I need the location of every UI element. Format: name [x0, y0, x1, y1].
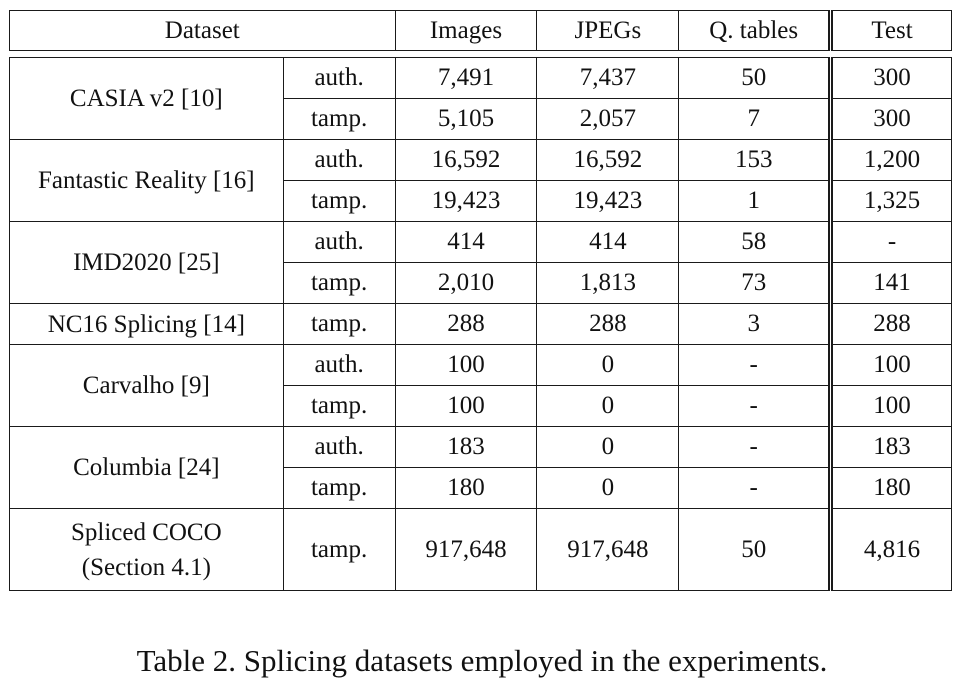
table-row: Fantastic Reality [16] auth. 16,592 16,5…: [9, 139, 952, 222]
jpegs-count: 917,648: [536, 508, 680, 591]
test-count: 300: [830, 57, 952, 99]
qtables-count: 3: [678, 303, 834, 345]
images-count: 183: [394, 426, 538, 468]
split-type: tamp.: [282, 467, 396, 509]
split-type: tamp.: [282, 508, 396, 591]
images-count: 100: [394, 344, 538, 386]
header-jpegs: JPEGs: [536, 10, 680, 51]
qtables-count: -: [678, 344, 834, 386]
dataset-name: Fantastic Reality [16]: [9, 139, 284, 222]
dataset-name: Columbia [24]: [9, 426, 284, 509]
dataset-name: Spliced COCO (Section 4.1): [9, 508, 284, 591]
split-type: tamp.: [282, 303, 396, 345]
test-count: -: [830, 221, 952, 263]
test-count: 141: [830, 262, 952, 304]
jpegs-count: 288: [536, 303, 680, 345]
header-images: Images: [394, 10, 538, 51]
images-count: 414: [394, 221, 538, 263]
split-type: tamp.: [282, 385, 396, 427]
qtables-count: -: [678, 467, 834, 509]
images-count: 2,010: [394, 262, 538, 304]
images-count: 100: [394, 385, 538, 427]
test-count: 300: [830, 98, 952, 140]
dataset-name: IMD2020 [25]: [9, 221, 284, 304]
qtables-count: 153: [678, 139, 834, 181]
table-row: tamp. 100 0 - 100: [10, 385, 952, 427]
table-row: NC16 Splicing [14] tamp. 288 288 3 288: [9, 303, 952, 345]
jpegs-count: 1,813: [536, 262, 680, 304]
table-row: tamp. 2,010 1,813 73 141: [10, 262, 952, 304]
qtables-count: 1: [678, 180, 834, 222]
header-separator: [9, 50, 952, 58]
qtables-count: -: [678, 385, 834, 427]
table-row: tamp. 19,423 19,423 1 1,325: [10, 180, 952, 222]
jpegs-count: 0: [536, 467, 680, 509]
jpegs-count: 7,437: [536, 57, 680, 99]
table-row: Carvalho [9] auth. 100 0 - 100: [9, 344, 952, 427]
qtables-count: 50: [678, 57, 834, 99]
dataset-name-line: (Section 4.1): [81, 553, 211, 581]
jpegs-count: 16,592: [536, 139, 680, 181]
images-count: 917,648: [394, 508, 538, 591]
qtables-count: 50: [678, 508, 834, 591]
qtables-count: 7: [678, 98, 834, 140]
split-type: tamp.: [282, 98, 396, 140]
split-type: auth.: [282, 426, 396, 468]
header-qtables: Q. tables: [678, 10, 834, 51]
jpegs-count: 0: [536, 426, 680, 468]
images-count: 16,592: [394, 139, 538, 181]
table-row: CASIA v2 [10] auth. 7,491 7,437 50 300: [9, 57, 952, 140]
jpegs-count: 19,423: [536, 180, 680, 222]
qtables-count: 58: [678, 221, 834, 263]
jpegs-count: 0: [536, 344, 680, 386]
dataset-name: Carvalho [9]: [9, 344, 284, 427]
jpegs-count: 414: [536, 221, 680, 263]
split-type: auth.: [282, 57, 396, 99]
test-count: 288: [830, 303, 952, 345]
qtables-count: 73: [678, 262, 834, 304]
test-count: 180: [830, 467, 952, 509]
test-count: 100: [830, 344, 952, 386]
header-test: Test: [830, 10, 952, 51]
split-type: tamp.: [282, 180, 396, 222]
images-count: 19,423: [394, 180, 538, 222]
qtables-count: -: [678, 426, 834, 468]
test-count: 4,816: [830, 508, 952, 591]
test-count: 1,200: [830, 139, 952, 181]
dataset-name: NC16 Splicing [14]: [9, 303, 284, 345]
images-count: 5,105: [394, 98, 538, 140]
images-count: 288: [394, 303, 538, 345]
dataset-name: CASIA v2 [10]: [9, 57, 284, 140]
jpegs-count: 0: [536, 385, 680, 427]
dataset-name-line: Spliced COCO: [70, 518, 222, 546]
test-count: 100: [830, 385, 952, 427]
split-type: auth.: [282, 344, 396, 386]
table-caption: Table 2. Splicing datasets employed in t…: [136, 643, 828, 678]
table-row: Spliced COCO (Section 4.1) tamp. 917,648…: [9, 508, 952, 591]
split-type: auth.: [282, 221, 396, 263]
images-count: 7,491: [394, 57, 538, 99]
test-count: 1,325: [830, 180, 952, 222]
splicing-datasets-table: Dataset Images JPEGs Q. tables Test CASI…: [9, 10, 952, 591]
split-type: tamp.: [282, 262, 396, 304]
header-dataset: Dataset: [9, 10, 396, 51]
table-row: IMD2020 [25] auth. 414 414 58 -: [9, 221, 952, 304]
table-header-row: Dataset Images JPEGs Q. tables Test: [9, 10, 952, 51]
jpegs-count: 2,057: [536, 98, 680, 140]
table-row: Columbia [24] auth. 183 0 - 183: [9, 426, 952, 509]
split-type: auth.: [282, 139, 396, 181]
table-body: CASIA v2 [10] auth. 7,491 7,437 50 300 t…: [9, 57, 952, 591]
test-count: 183: [830, 426, 952, 468]
images-count: 180: [394, 467, 538, 509]
